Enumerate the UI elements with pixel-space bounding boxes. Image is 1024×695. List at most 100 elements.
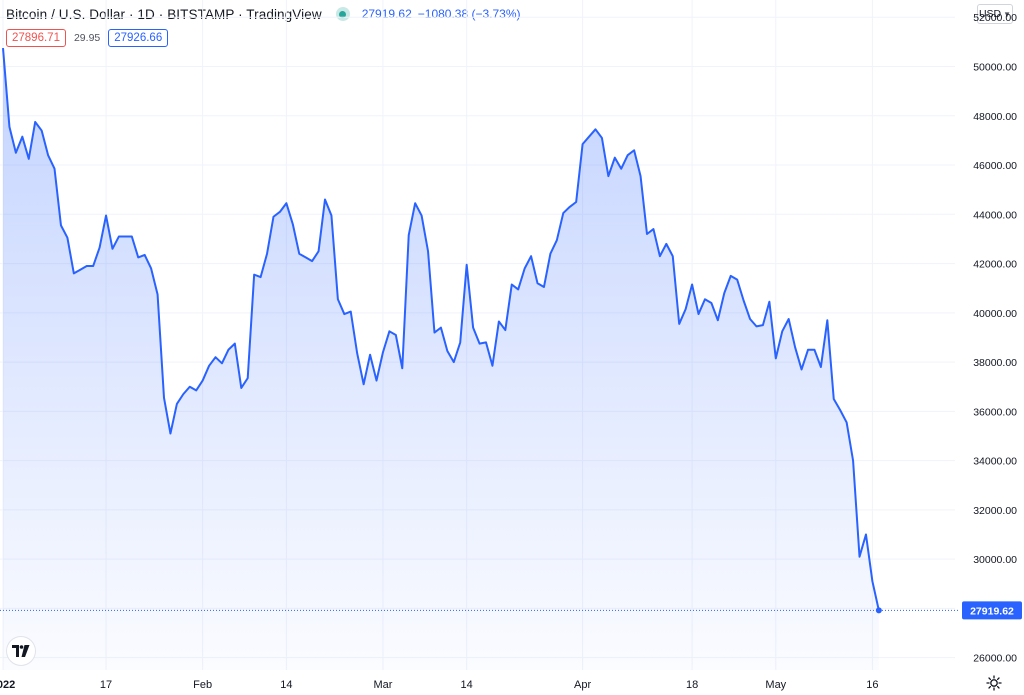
series-line: [2, 47, 880, 611]
data-point: [91, 264, 95, 268]
buy-sell-row: 27896.71 29.95 27926.66: [6, 29, 169, 47]
data-point: [136, 255, 140, 259]
currency-select[interactable]: USD ▼: [977, 4, 1013, 24]
data-point: [742, 299, 746, 303]
data-point: [832, 397, 836, 401]
chevron-down-icon: ▼: [1003, 9, 1012, 19]
y-tick-label: 36000.00: [973, 406, 1017, 418]
data-point: [226, 348, 230, 352]
x-tick-label: 18: [686, 679, 698, 691]
data-point: [645, 232, 649, 236]
data-point: [439, 326, 443, 330]
data-point: [278, 210, 282, 214]
data-point: [33, 120, 37, 124]
data-point: [394, 333, 398, 337]
data-point: [123, 234, 127, 238]
data-point: [587, 135, 591, 139]
data-point: [767, 300, 771, 304]
y-tick-label: 26000.00: [973, 653, 1017, 665]
data-point: [787, 317, 791, 321]
x-tick-label: 14: [280, 679, 292, 691]
data-point: [465, 263, 469, 267]
data-point: [20, 135, 24, 139]
data-point: [349, 310, 353, 314]
data-point: [239, 386, 243, 390]
data-point: [581, 142, 585, 146]
tradingview-logo-icon[interactable]: [7, 637, 35, 665]
data-point: [194, 388, 198, 392]
data-point: [85, 264, 89, 268]
data-point: [555, 238, 559, 242]
data-point: [845, 420, 849, 424]
x-tick-label: 2022: [0, 679, 15, 691]
data-point: [387, 329, 391, 333]
data-point: [600, 136, 604, 140]
data-point: [432, 331, 436, 335]
data-point: [561, 211, 565, 215]
data-point: [671, 254, 675, 258]
data-point: [613, 156, 617, 160]
data-point: [774, 356, 778, 360]
y-tick-label: 40000.00: [973, 308, 1017, 320]
data-point: [497, 319, 501, 323]
last-price-label-bg: [962, 601, 1022, 620]
data-point: [426, 249, 430, 253]
gear-icon[interactable]: [985, 674, 1003, 692]
data-point: [761, 323, 765, 327]
data-point: [510, 283, 514, 287]
data-point: [735, 278, 739, 282]
data-point: [568, 205, 572, 209]
data-point: [651, 227, 655, 231]
data-point: [14, 151, 18, 155]
data-point: [709, 301, 713, 305]
data-point: [452, 360, 456, 364]
data-point: [78, 268, 82, 272]
data-point: [819, 365, 823, 369]
data-point: [65, 236, 69, 240]
series-area: [3, 48, 879, 670]
data-point: [27, 157, 31, 161]
data-point: [722, 291, 726, 295]
data-point: [677, 322, 681, 326]
data-point: [317, 249, 321, 253]
data-point: [858, 555, 862, 559]
last-price-label: 27919.62: [970, 605, 1014, 617]
data-point: [233, 342, 237, 346]
data-point: [812, 348, 816, 352]
data-point: [484, 340, 488, 344]
data-point: [72, 271, 76, 275]
data-point: [259, 275, 263, 279]
data-point: [445, 349, 449, 353]
data-point: [503, 328, 507, 332]
data-point: [458, 340, 462, 344]
data-point: [490, 364, 494, 368]
data-point: [53, 167, 57, 171]
data-point: [207, 364, 211, 368]
data-point: [697, 312, 701, 316]
data-point: [291, 222, 295, 226]
data-point: [265, 252, 269, 256]
data-point: [46, 153, 50, 157]
data-point: [162, 396, 166, 400]
data-point: [593, 127, 597, 131]
y-tick-label: 30000.00: [973, 554, 1017, 566]
data-point: [201, 379, 205, 383]
x-tick-label: 14: [461, 679, 473, 691]
data-point: [478, 342, 482, 346]
y-tick-label: 44000.00: [973, 209, 1017, 221]
data-point: [407, 233, 411, 237]
data-point: [246, 376, 250, 380]
buy-price-button[interactable]: 27926.66: [108, 29, 169, 47]
spread-value: 29.95: [73, 32, 101, 44]
data-point: [181, 392, 185, 396]
data-point: [780, 329, 784, 333]
data-point: [220, 361, 224, 365]
data-point: [529, 254, 533, 258]
data-point: [297, 252, 301, 256]
data-point: [336, 297, 340, 301]
data-point: [214, 355, 218, 359]
data-point: [329, 214, 333, 218]
data-point: [40, 129, 44, 133]
sell-price-button[interactable]: 27896.71: [6, 29, 66, 47]
